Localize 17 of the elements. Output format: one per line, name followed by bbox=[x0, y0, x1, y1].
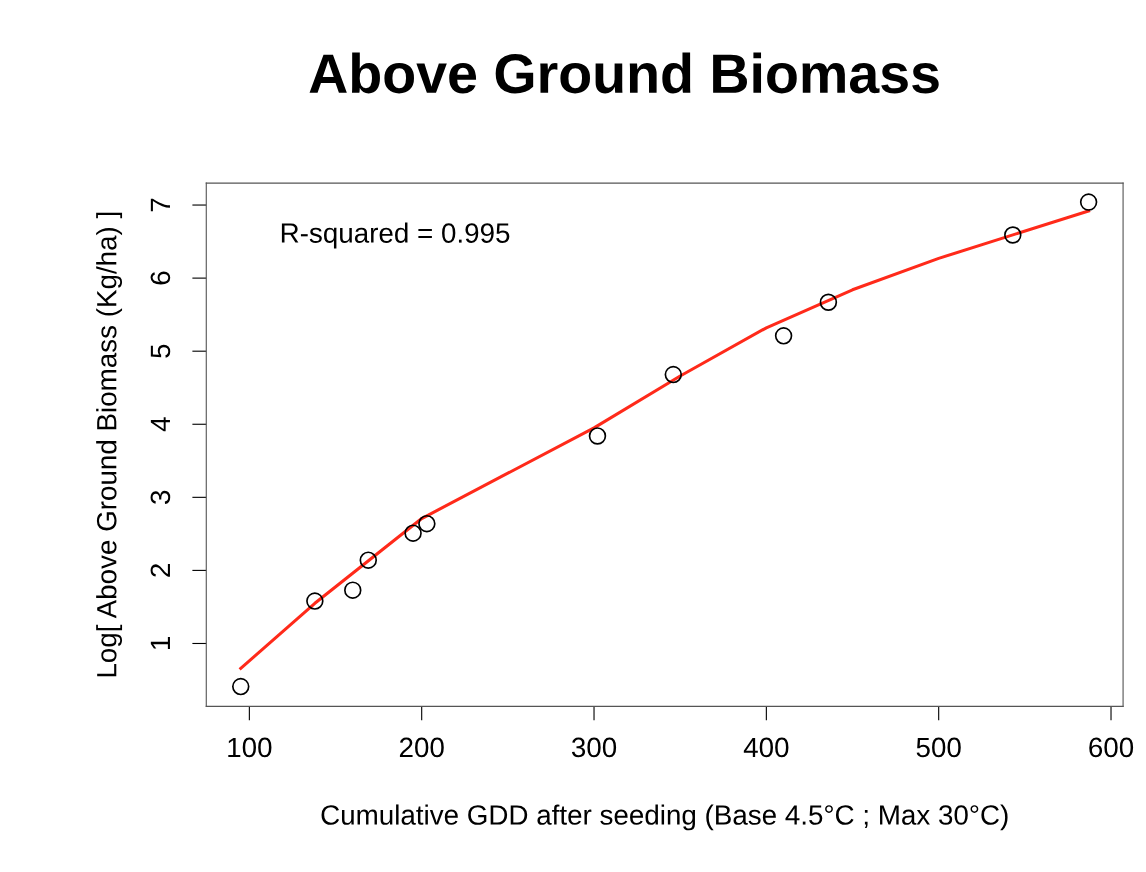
x-tick-label: 200 bbox=[399, 737, 444, 758]
y-tick-label: 5 bbox=[150, 344, 171, 358]
y-tick-label: 6 bbox=[150, 271, 171, 285]
x-axis-title: Cumulative GDD after seeding (Base 4.5°C ; Max 30°C) bbox=[321, 804, 1008, 831]
x-tick-label: 100 bbox=[228, 737, 272, 758]
annotation: R-squared = 0.995 bbox=[281, 222, 510, 249]
y-axis-title: Log[ Above Ground Biomass (Kg/ha) ] bbox=[96, 212, 123, 677]
chart-title: Above Ground Biomass bbox=[309, 52, 939, 94]
x-tick-label: 400 bbox=[743, 737, 789, 758]
x-tick-label: 500 bbox=[916, 737, 961, 758]
x-tick-label: 300 bbox=[571, 737, 617, 758]
y-tick-label: 1 bbox=[150, 637, 170, 650]
y-tick-label: 7 bbox=[150, 198, 170, 212]
y-tick-label: 3 bbox=[150, 490, 171, 504]
y-tick-label: 2 bbox=[150, 564, 170, 577]
y-tick-label: 4 bbox=[150, 417, 170, 432]
x-tick-label: 600 bbox=[1089, 737, 1134, 758]
